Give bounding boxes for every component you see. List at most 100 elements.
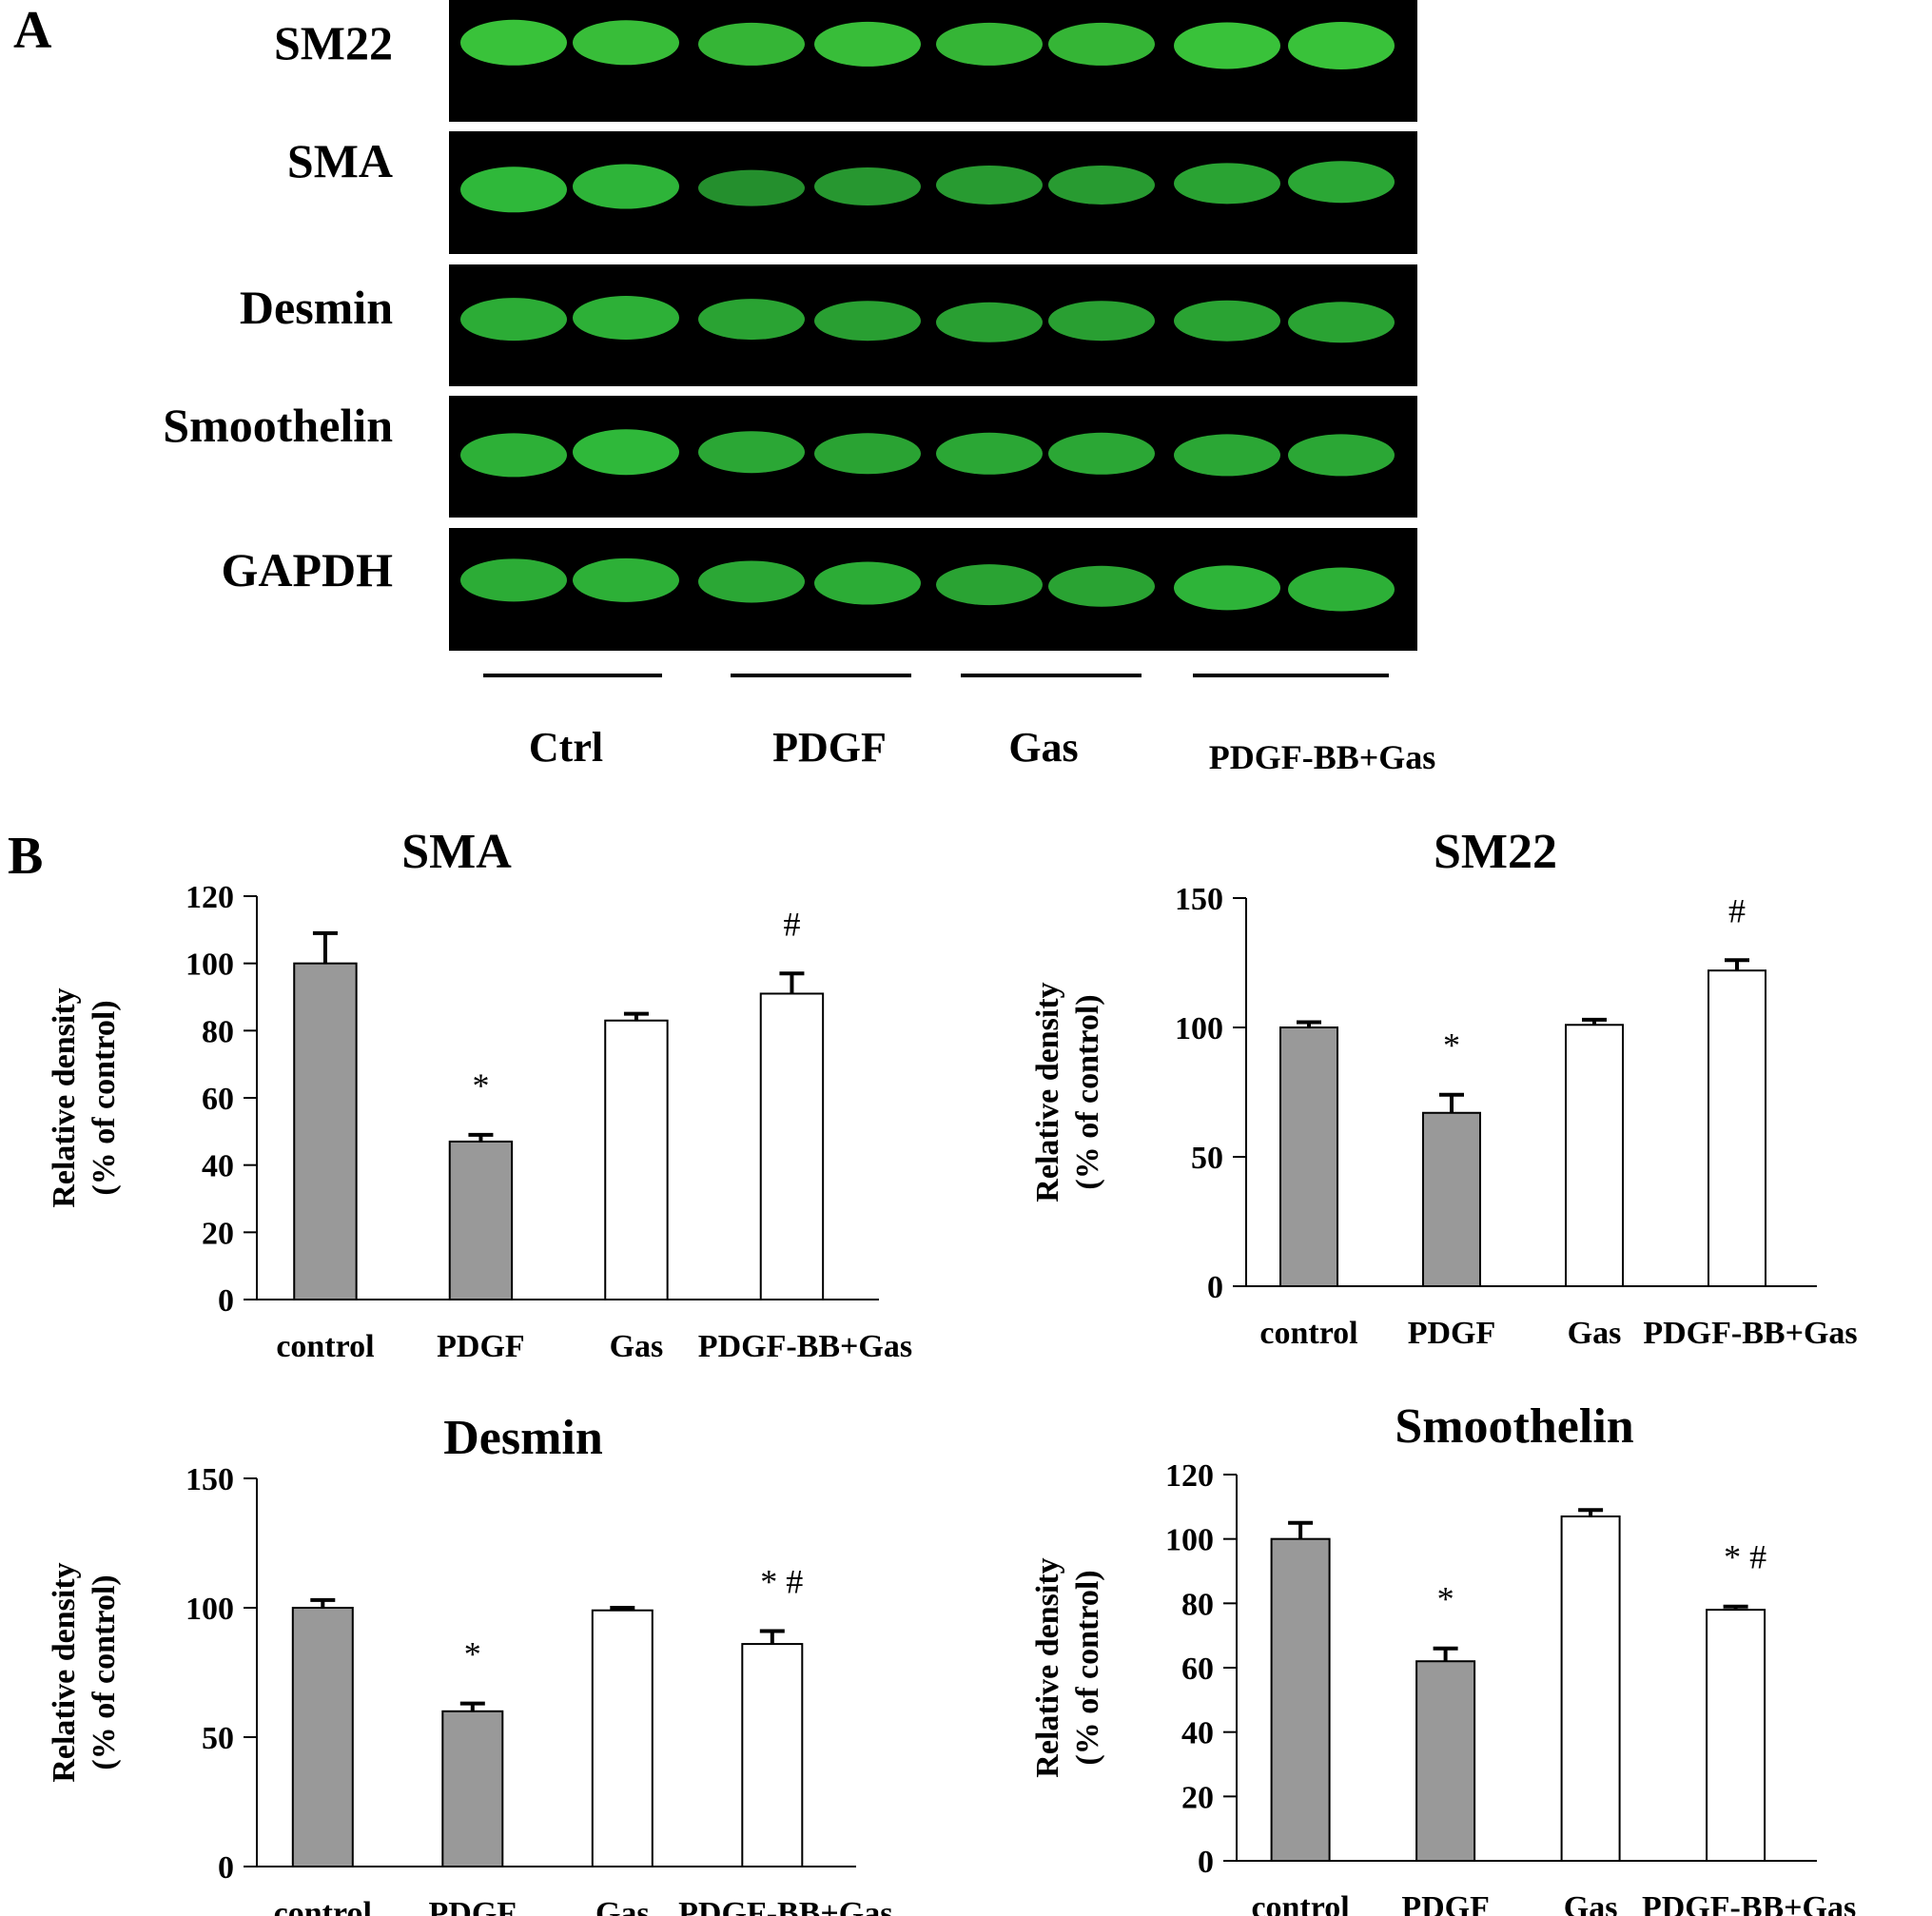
x-tick-label-pdgf: PDGF (1408, 1316, 1496, 1351)
y-tick-label: 0 (1198, 1845, 1214, 1880)
y-tick-label: 150 (1175, 882, 1223, 917)
blot-band-sma-6 (1048, 165, 1155, 205)
blot-band-desmin-4 (814, 301, 921, 342)
y-axis-label-line-2: (% of control) (87, 1574, 122, 1769)
blot-band-sm22-5 (936, 22, 1043, 66)
bar-control (291, 1607, 354, 1867)
y-tick-label: 0 (1207, 1270, 1223, 1305)
blot-band-sm22-1 (460, 19, 567, 66)
group-label-pdgf-bb-gas: PDGF-BB+Gas (1209, 738, 1436, 776)
blot-band-gapdh-8 (1288, 567, 1395, 612)
chart-desmin: Desmin 0 50 100 150 Relative density (% of con… (47, 1411, 892, 1916)
panel-a-letter: A (13, 1, 52, 60)
y-tick-label: 0 (218, 1850, 234, 1886)
blot-band-gapdh-5 (936, 564, 1043, 606)
x-tick-label-control: control (276, 1329, 374, 1364)
y-tick-label: 100 (1165, 1523, 1214, 1558)
x-tick-label-control: control (1251, 1890, 1349, 1916)
group-label-ctrl: Ctrl (529, 724, 603, 771)
bar-control (1279, 1026, 1338, 1287)
blot-band-smoothelin-4 (814, 433, 921, 475)
x-tick-label-control: control (274, 1896, 372, 1916)
x-tick-label-pdgf-bb-gas: PDGF-BB+Gas (1642, 1890, 1856, 1916)
y-tick-label: 20 (1181, 1780, 1214, 1815)
y-tick-label: 120 (1165, 1458, 1214, 1494)
y-tick-label: 100 (1175, 1011, 1223, 1046)
blot-band-sm22-4 (814, 21, 921, 67)
y-axis-label-line-1: Relative density (47, 987, 82, 1207)
x-tick-label-pdgf-bb-gas: PDGF-BB+Gas (678, 1896, 892, 1916)
blot-band-gapdh-3 (698, 560, 805, 603)
x-tick-label-pdgf: PDGF (437, 1329, 525, 1364)
blot-strip-sm22: SM22 (274, 0, 1417, 122)
blot-band-smoothelin-6 (1048, 432, 1155, 475)
y-tick-label: 120 (185, 880, 234, 915)
blot-band-gapdh-7 (1174, 565, 1280, 611)
significance-marker-pdgf: * (464, 1635, 481, 1673)
protein-label-desmin: Desmin (240, 281, 393, 334)
x-tick-label-gas: Gas (610, 1329, 664, 1364)
y-tick-label: 100 (185, 948, 234, 983)
blot-band-sm22-3 (698, 22, 805, 66)
y-tick-label: 100 (185, 1592, 234, 1627)
chart-title: SMA (401, 825, 512, 879)
bar-pdgf-bb-gas (1708, 969, 1766, 1287)
y-tick-label: 20 (202, 1216, 234, 1251)
blot-band-smoothelin-3 (698, 431, 805, 474)
western-blot-panel: SM22 SMA Desmin Smoothelin GAPDH (163, 0, 1417, 651)
blot-band-desmin-1 (460, 298, 567, 342)
bar-gas (1560, 1515, 1621, 1862)
x-tick-label-pdgf-bb-gas: PDGF-BB+Gas (698, 1329, 912, 1364)
y-tick-label: 80 (1181, 1587, 1214, 1622)
bar-gas (591, 1609, 654, 1867)
blot-band-desmin-5 (936, 302, 1043, 342)
y-tick-label: 60 (202, 1082, 234, 1117)
blot-band-sm22-6 (1048, 22, 1155, 66)
x-tick-label-control: control (1259, 1316, 1357, 1351)
x-tick-label-pdgf: PDGF (1401, 1890, 1490, 1916)
chart-title: Smoothelin (1395, 1399, 1633, 1454)
chart-sm22: SM22 0 50 100 150 Relative density (% of contr… (1030, 825, 1858, 1351)
bar-pdgf (1415, 1660, 1476, 1862)
y-axis-label-line-2: (% of control) (87, 1000, 122, 1195)
chart-sma: SMA 0 20 40 60 80 100 120 Relative density (% of … (47, 825, 912, 1364)
protein-label-gapdh: GAPDH (221, 543, 393, 596)
bar-control (1270, 1537, 1331, 1862)
significance-marker-pdgf-bb-gas: * # (1724, 1538, 1766, 1576)
y-axis-label-line-2: (% of control) (1070, 994, 1105, 1189)
blot-band-desmin-3 (698, 299, 805, 341)
blot-band-gapdh-4 (814, 561, 921, 605)
y-tick-label: 60 (1181, 1652, 1214, 1687)
blot-band-smoothelin-7 (1174, 434, 1280, 477)
y-axis-label-line-1: Relative density (1030, 982, 1065, 1202)
blot-band-sma-3 (698, 169, 805, 206)
significance-marker-pdgf: * (472, 1066, 489, 1105)
blot-band-sma-4 (814, 167, 921, 206)
chart-title: SM22 (1434, 825, 1557, 879)
group-label-pdgf: PDGF (772, 724, 887, 771)
significance-marker-pdgf-bb-gas: # (1728, 891, 1746, 929)
blot-band-sma-2 (573, 164, 679, 209)
significance-marker-pdgf: * (1443, 1026, 1460, 1065)
blot-strip-smoothelin: Smoothelin (163, 396, 1417, 518)
blot-band-desmin-7 (1174, 300, 1280, 342)
blot-group-labels: Ctrl PDGF Gas PDGF-BB+Gas (483, 674, 1436, 776)
y-tick-label: 0 (218, 1283, 234, 1319)
protein-label-sma: SMA (287, 134, 393, 187)
blot-band-sm22-2 (573, 20, 679, 66)
blot-strip-sma: SMA (287, 131, 1417, 254)
blot-strip-gapdh: GAPDH (221, 528, 1417, 651)
blot-band-sma-8 (1288, 161, 1395, 204)
y-axis-label-line-2: (% of control) (1070, 1570, 1105, 1765)
x-tick-label-pdgf: PDGF (429, 1896, 517, 1916)
chart-title: Desmin (443, 1411, 603, 1465)
y-axis-label-line-1: Relative density (47, 1562, 82, 1782)
bar-pdgf-bb-gas (759, 992, 825, 1300)
y-tick-label: 40 (202, 1149, 234, 1184)
blot-band-smoothelin-5 (936, 432, 1043, 475)
blot-band-sma-7 (1174, 163, 1280, 205)
blot-band-desmin-2 (573, 296, 679, 340)
blot-band-sm22-8 (1288, 22, 1395, 69)
